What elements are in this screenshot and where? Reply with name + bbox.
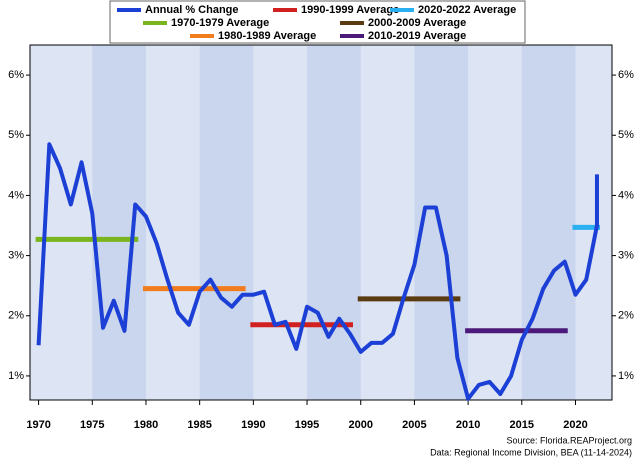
y-tick-label: 5% (8, 129, 24, 141)
legend-box (109, 0, 526, 44)
y2-tick-label: 4% (618, 189, 634, 201)
legend-label: 2010-2019 Average (368, 30, 466, 42)
y-tick-label: 1% (8, 370, 24, 382)
legend-label: 1990-1999 Average (301, 4, 399, 16)
plot-band (307, 45, 361, 400)
x-tick-label: 1995 (295, 419, 319, 431)
x-tick-label: 2020 (563, 419, 587, 431)
x-tick-label: 1970 (26, 419, 50, 431)
x-tick-label: 2005 (402, 419, 426, 431)
y-tick-label: 3% (8, 249, 24, 261)
y-tick-label: 2% (8, 310, 24, 322)
line-series (36, 142, 599, 401)
y2-tick-label: 2% (618, 310, 634, 322)
x-tick-label: 2015 (510, 419, 534, 431)
source-note: Data: Regional Income Division, BEA (11-… (430, 447, 632, 457)
x-tick-label: 1985 (187, 419, 211, 431)
x-tick-label: 1990 (241, 419, 265, 431)
x-tick-label: 1975 (80, 419, 104, 431)
legend-label: 1980-1989 Average (218, 30, 316, 42)
y2-tick-label: 5% (618, 129, 634, 141)
plot-border (29, 44, 613, 401)
legend-label: 2000-2009 Average (368, 17, 466, 29)
y2-tick-label: 1% (618, 370, 634, 382)
y2-tick-label: 6% (618, 69, 634, 81)
x-tick-label: 2010 (456, 419, 480, 431)
y-tick-label: 6% (8, 69, 24, 81)
y-tick-label: 4% (8, 189, 24, 201)
source-note: Source: Florida.REAProject.org (506, 435, 632, 445)
plot-band (521, 45, 576, 400)
plot-band (199, 45, 254, 400)
legend-label: 2020-2022 Average (418, 4, 516, 16)
y2-tick-label: 3% (618, 249, 634, 261)
x-tick-label: 2000 (348, 419, 372, 431)
x-tick-label: 1980 (134, 419, 158, 431)
legend-label: Annual % Change (145, 4, 239, 16)
plot-band (92, 45, 146, 400)
legend-label: 1970-1979 Average (171, 17, 269, 29)
